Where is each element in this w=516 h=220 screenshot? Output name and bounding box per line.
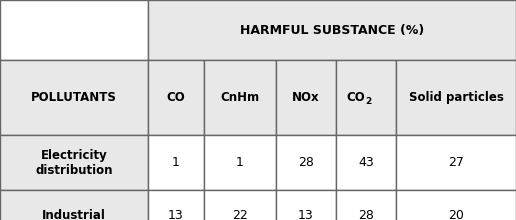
Text: 2: 2 [365, 97, 371, 106]
Bar [148, 190, 204, 220]
Text: 27: 27 [448, 156, 464, 169]
Bar [396, 135, 516, 190]
Text: 22: 22 [232, 209, 248, 220]
Bar [0, 0, 148, 60]
Text: NOx: NOx [292, 91, 320, 104]
Bar [396, 60, 516, 135]
Bar [204, 60, 276, 135]
Bar [148, 60, 204, 135]
Text: CnHm: CnHm [220, 91, 260, 104]
Bar [0, 135, 148, 190]
Text: HARMFUL SUBSTANCE (%): HARMFUL SUBSTANCE (%) [240, 24, 424, 37]
Bar [204, 190, 276, 220]
Bar [396, 190, 516, 220]
Bar [276, 60, 336, 135]
Text: POLLUTANTS: POLLUTANTS [31, 91, 117, 104]
Text: 28: 28 [358, 209, 374, 220]
Bar [276, 190, 336, 220]
Text: CO: CO [346, 91, 365, 104]
Text: 20: 20 [448, 209, 464, 220]
Text: 1: 1 [172, 156, 180, 169]
Text: 28: 28 [298, 156, 314, 169]
Bar [148, 135, 204, 190]
Text: 1: 1 [236, 156, 244, 169]
Bar [0, 60, 148, 135]
Bar [0, 190, 148, 220]
Text: Industrial: Industrial [42, 209, 106, 220]
Bar [336, 60, 396, 135]
Text: Solid particles: Solid particles [409, 91, 504, 104]
Bar [336, 190, 396, 220]
Text: CO: CO [167, 91, 185, 104]
Bar [148, 0, 516, 60]
Bar [336, 135, 396, 190]
Text: 13: 13 [168, 209, 184, 220]
Bar [276, 135, 336, 190]
Text: 13: 13 [298, 209, 314, 220]
Text: 43: 43 [358, 156, 374, 169]
Bar [204, 135, 276, 190]
Text: Electricity
distribution: Electricity distribution [35, 148, 113, 176]
